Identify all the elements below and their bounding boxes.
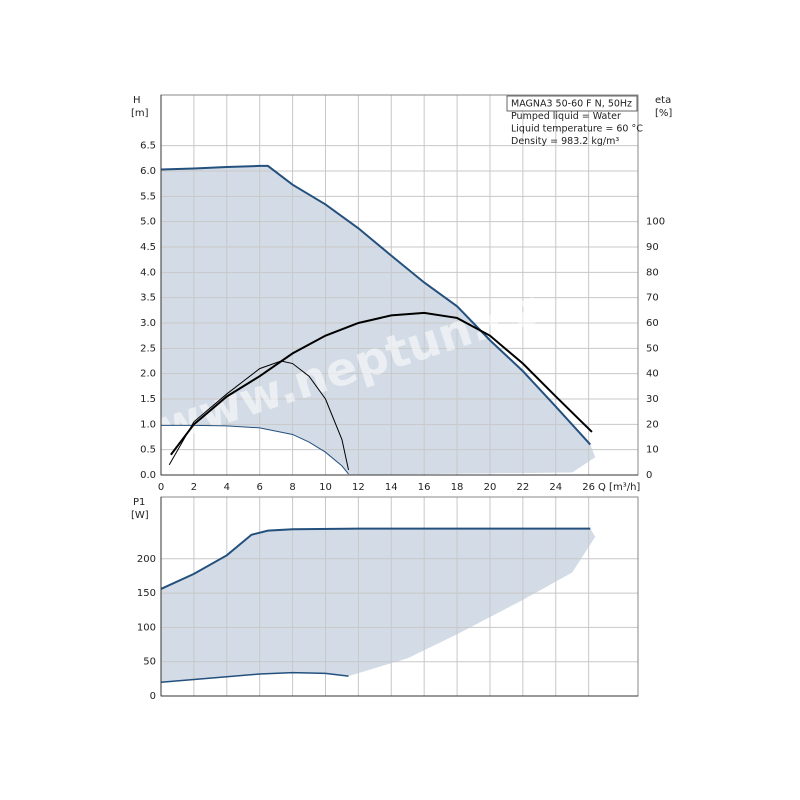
y2-tick-label: 100 xyxy=(646,217,665,228)
y2-tick-label: 30 xyxy=(646,394,659,405)
curve xyxy=(160,164,592,446)
x-tick-label: 12 xyxy=(352,482,365,493)
y-tick-label: 0.5 xyxy=(140,445,156,456)
y2-axis-unit: [%] xyxy=(655,108,672,119)
y-tick-label: 4.0 xyxy=(140,267,156,278)
y-axis-label: H xyxy=(133,95,141,106)
y-tick-label: 6.5 xyxy=(140,141,156,152)
y-tick-label: 3.5 xyxy=(140,293,156,304)
y-tick-label: 150 xyxy=(137,588,156,599)
y-axis-unit: [W] xyxy=(131,510,149,521)
y2-tick-label: 10 xyxy=(646,445,659,456)
y-tick-label: 3.0 xyxy=(140,318,156,329)
x-tick-label: 6 xyxy=(257,482,263,493)
y2-axis-label: eta xyxy=(655,95,671,106)
x-axis-label: Q [m³/h] xyxy=(598,482,640,493)
y-tick-label: 6.0 xyxy=(140,166,156,177)
y-axis-unit: [m] xyxy=(131,108,149,119)
info-box xyxy=(506,95,638,112)
y2-tick-label: 20 xyxy=(646,419,659,430)
x-tick-label: 22 xyxy=(516,482,529,493)
y-tick-label: 100 xyxy=(137,622,156,633)
y-tick-label: 2.0 xyxy=(140,369,156,380)
curve xyxy=(160,527,591,590)
curve xyxy=(170,311,593,456)
x-tick-label: 2 xyxy=(191,482,197,493)
y2-tick-label: 0 xyxy=(646,470,652,481)
y-tick-label: 2.5 xyxy=(140,343,156,354)
y-tick-label: 200 xyxy=(137,554,156,565)
curve xyxy=(161,424,349,475)
y-tick-label: 50 xyxy=(143,657,156,668)
x-tick-label: 24 xyxy=(549,482,562,493)
operating-region xyxy=(161,165,596,475)
y2-tick-label: 80 xyxy=(646,267,659,278)
x-tick-label: 4 xyxy=(224,482,230,493)
x-tick-label: 10 xyxy=(319,482,332,493)
info-text: Pumped liquid = Water xyxy=(511,111,621,122)
y-tick-label: 1.0 xyxy=(140,419,156,430)
y2-tick-label: 60 xyxy=(646,318,659,329)
info-text: MAGNA3 50-60 F N, 50Hz xyxy=(511,99,632,110)
y-tick-label: 4.5 xyxy=(140,242,156,253)
x-tick-label: 18 xyxy=(451,482,464,493)
y-tick-label: 5.5 xyxy=(140,191,156,202)
x-tick-label: 8 xyxy=(289,482,295,493)
x-tick-label: 20 xyxy=(484,482,497,493)
y2-tick-label: 70 xyxy=(646,293,659,304)
curve xyxy=(168,360,349,471)
x-tick-label: 0 xyxy=(158,482,164,493)
info-text: Liquid temperature = 60 °C xyxy=(511,124,643,135)
x-tick-label: 14 xyxy=(385,482,398,493)
y-tick-label: 0.0 xyxy=(140,470,156,481)
y-tick-label: 0 xyxy=(150,691,156,702)
y-axis-label: P1 xyxy=(133,497,145,508)
y2-tick-label: 40 xyxy=(646,369,659,380)
y-tick-label: 5.0 xyxy=(140,217,156,228)
y2-tick-label: 90 xyxy=(646,242,659,253)
curve xyxy=(160,671,349,684)
y2-tick-label: 50 xyxy=(646,343,659,354)
x-tick-label: 16 xyxy=(418,482,431,493)
y-tick-label: 1.5 xyxy=(140,394,156,405)
x-tick-label: 26 xyxy=(582,482,595,493)
info-text: Density = 983.2 kg/m³ xyxy=(511,136,619,147)
operating-region xyxy=(161,528,596,683)
